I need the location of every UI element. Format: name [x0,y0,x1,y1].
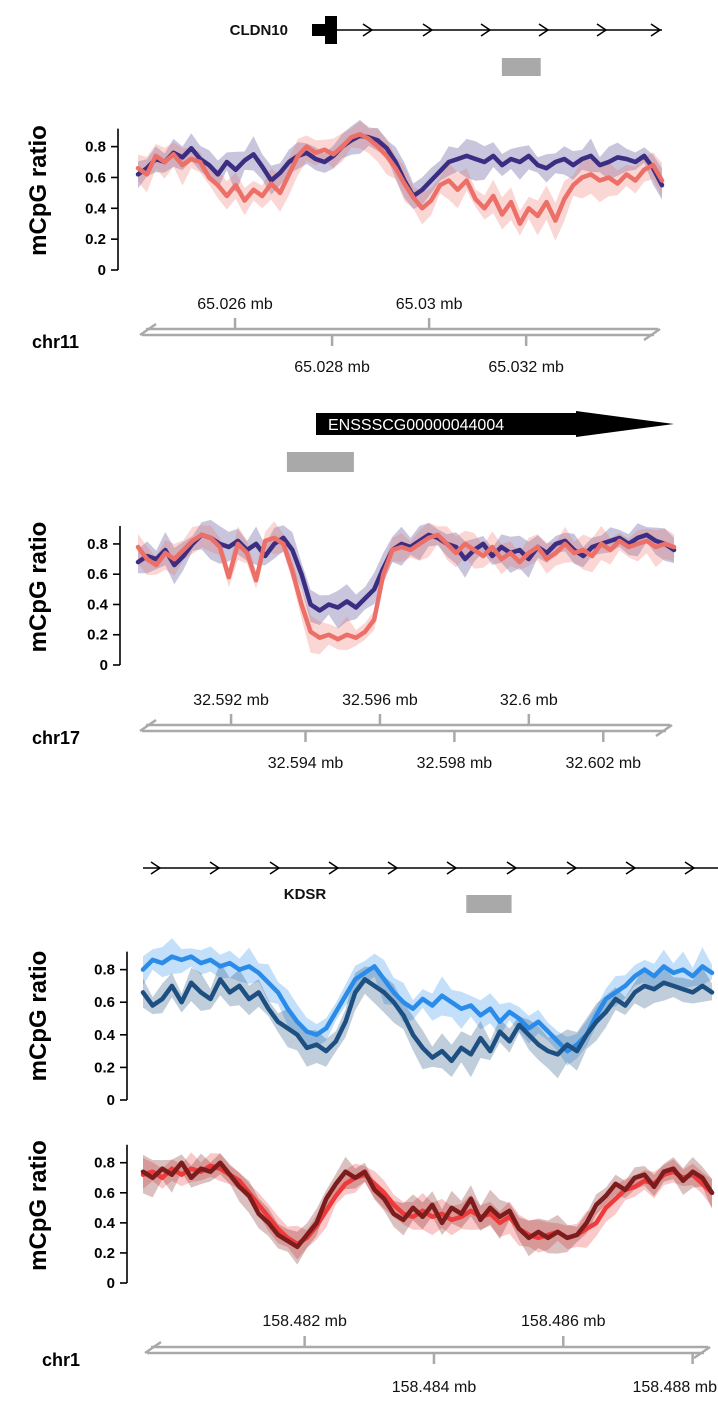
ruler-tick-label: 158.488 mb [632,1379,717,1396]
strand-arrow-icon [209,861,221,875]
y-tick-label: 0 [98,262,106,279]
chromosome-label: chr1 [42,1350,80,1370]
y-axis-label: mCpG ratio [25,125,52,256]
ruler-tick-label: 32.598 mb [417,755,493,772]
y-tick-label: 0.6 [94,1185,115,1202]
confidence-band [138,121,662,241]
strand-arrow-icon [446,861,458,875]
y-tick-label: 0 [107,1275,115,1292]
ruler-tick-label: 65.03 mb [396,296,463,313]
ruler-tick-label: 32.602 mb [565,755,641,772]
strand-arrow-icon [538,23,550,37]
ruler-tick-label: 32.594 mb [268,755,344,772]
y-tick-label: 0 [107,1092,115,1109]
y-tick-label: 0.6 [94,994,115,1011]
highlight-region [286,452,354,472]
ruler-tick-label: 158.486 mb [521,1313,606,1330]
y-tick-label: 0 [100,657,108,674]
y-axis-label: mCpG ratio [25,951,52,1082]
y-tick-label: 0.2 [94,1059,115,1076]
strand-arrow-icon [150,861,162,875]
strand-arrow-icon [506,861,518,875]
gene-name: ENSSSCG00000044004 [328,417,504,434]
y-axis-label: mCpG ratio [25,1140,52,1271]
strand-arrow-icon [328,861,340,875]
strand-arrow-icon [387,861,399,875]
series-line [135,133,665,199]
series-line [140,977,715,1064]
strand-arrow-icon [422,23,434,37]
y-tick-label: 0.2 [94,1245,115,1262]
y-tick-label: 0.2 [85,231,106,248]
series-line [140,1160,715,1250]
strand-arrow-icon [684,861,696,875]
y-axis-label: mCpG ratio [25,522,52,653]
ruler-tick-label: 158.484 mb [392,1379,477,1396]
chromosome-label: chr11 [32,332,79,352]
ruler-tick-label: 65.028 mb [294,359,370,376]
y-tick-label: 0.4 [87,596,109,613]
series-line [135,132,665,226]
ruler-tick-label: 32.6 mb [500,692,558,709]
ruler-tick-label: 158.482 mb [262,1313,347,1330]
ruler-tick-label: 65.026 mb [197,296,273,313]
y-tick-label: 0.8 [94,962,115,979]
series-line [140,954,715,1054]
strand-arrow-icon [650,23,662,37]
strand-arrow-icon [480,23,492,37]
chromosome-label: chr17 [32,728,80,748]
y-tick-label: 0.8 [85,139,106,156]
y-tick-label: 0.8 [94,1155,115,1172]
gene-name: CLDN10 [230,22,288,39]
ruler-arrow-left-icon [139,322,157,337]
strand-arrow-icon [269,861,281,875]
ruler-arrow-right-icon [643,327,661,342]
gene-utr [312,24,326,36]
strand-arrow-icon [625,861,637,875]
gene-exon [325,16,337,44]
y-tick-label: 0.6 [85,169,106,186]
highlight-region [466,895,512,913]
y-tick-label: 0.4 [94,1027,116,1044]
y-tick-label: 0.4 [94,1215,116,1232]
ruler-tick-label: 65.032 mb [488,359,564,376]
confidence-band [138,521,674,655]
series-line [135,532,677,642]
gene-name: KDSR [284,886,327,903]
ruler-tick-label: 32.596 mb [342,692,418,709]
y-tick-label: 0.4 [85,200,107,217]
y-tick-label: 0.8 [87,536,108,553]
ruler-arrow-right-icon [655,723,673,738]
ruler-tick-label: 32.592 mb [193,692,269,709]
series-line [135,532,677,613]
ruler-arrow-left-icon [139,718,157,733]
y-tick-label: 0.6 [87,566,108,583]
ruler-arrow-left-icon [144,1340,162,1355]
strand-arrow-icon [566,861,578,875]
y-tick-label: 0.2 [87,627,108,644]
strand-arrow-icon [362,23,374,37]
strand-arrow-icon [596,23,608,37]
gene-body-arrow [316,411,674,437]
ruler-arrow-right-icon [693,1345,711,1360]
highlight-region [501,58,541,76]
